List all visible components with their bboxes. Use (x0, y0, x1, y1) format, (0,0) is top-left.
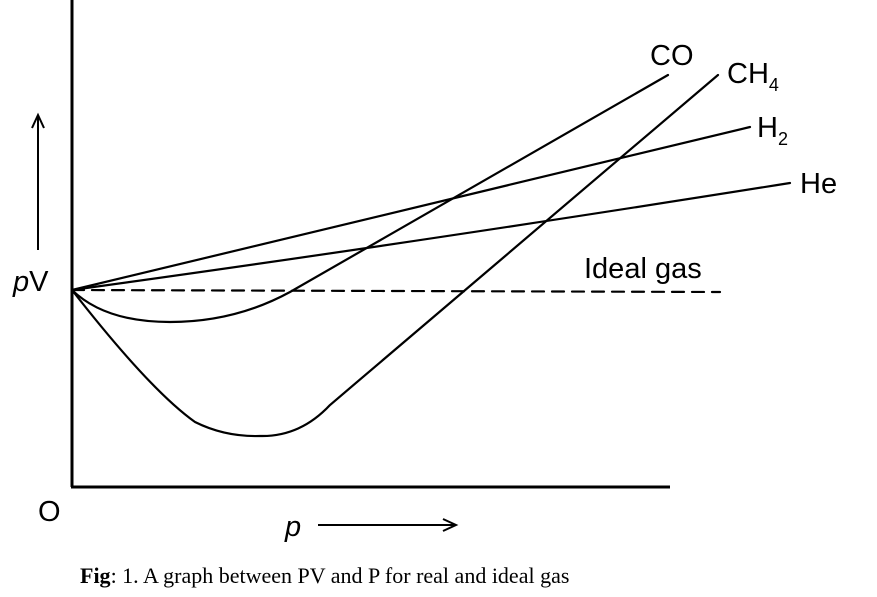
label-text: CH (727, 58, 769, 90)
origin-label: O (38, 496, 61, 528)
curve-label: CO (650, 40, 694, 72)
y-axis-label: pV (12, 266, 49, 298)
curve-label: H2 (757, 112, 788, 149)
caption: Fig: 1. A graph between PV and P for rea… (80, 563, 569, 588)
caption-bold: Fig (80, 563, 111, 588)
he-curve (70, 181, 792, 292)
curve-label: CH4 (727, 58, 779, 95)
ch4-curve (70, 73, 720, 438)
co-curve (70, 73, 670, 324)
x-arrow (318, 518, 459, 532)
label-subscript: 2 (778, 129, 788, 149)
label-text: H (757, 112, 778, 144)
label-subscript: 4 (769, 75, 779, 95)
x-axis-label: p (284, 511, 301, 543)
curve-label: Ideal gas (584, 253, 702, 285)
caption-text: : 1. A graph between PV and P for real a… (111, 563, 570, 588)
y-arrow (31, 112, 45, 250)
y-label-text: V (29, 266, 49, 298)
ideal-gas-line (70, 288, 722, 294)
y-label-italic: p (12, 266, 29, 298)
curve-label: He (800, 168, 837, 200)
h2-curve (70, 125, 752, 292)
